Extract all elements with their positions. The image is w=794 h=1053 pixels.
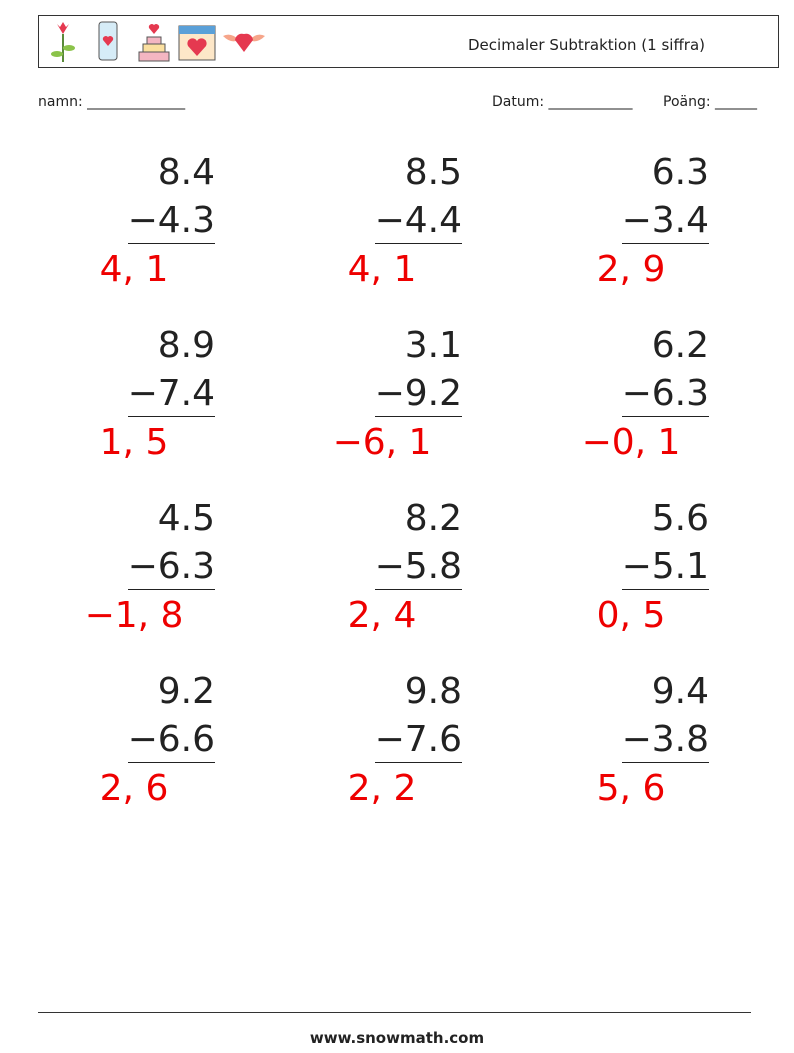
problem: 6.2 −6.3 [459, 328, 709, 498]
winged-heart-icon [223, 33, 265, 52]
subtrahend-text: −3.8 [621, 722, 709, 763]
header-box [38, 15, 779, 68]
calendar-icon [178, 25, 216, 61]
subtrahend: −5.8 [374, 549, 462, 590]
rose-icon [51, 22, 75, 62]
minuend: 9.4 [651, 671, 709, 712]
phone-icon [98, 21, 118, 61]
problem: 9.4 −3.8 [459, 674, 709, 844]
subtrahend-text: −4.4 [374, 203, 462, 244]
minuend: 8.5 [404, 152, 462, 193]
footer-rule [38, 1012, 751, 1013]
minuend: 4.5 [157, 498, 215, 539]
answer: 1, 5 [99, 422, 169, 463]
subtrahend: −6.6 [127, 722, 215, 763]
answer: 2, 2 [347, 768, 417, 809]
subtrahend-text: −6.6 [127, 722, 215, 763]
answer: −1, 8 [84, 595, 184, 636]
score-field: Poäng: ______ [663, 94, 758, 110]
subtrahend: −6.3 [621, 376, 709, 417]
minuend: 5.6 [651, 498, 709, 539]
answer: −6, 1 [332, 422, 432, 463]
subtrahend: −6.3 [127, 549, 215, 590]
minuend: 9.8 [404, 671, 462, 712]
subtrahend: −7.6 [374, 722, 462, 763]
problem: 5.6 −5.1 [459, 501, 709, 671]
subtrahend-text: −6.3 [621, 376, 709, 417]
problem: 9.8 −7.6 [212, 674, 462, 844]
problem: 3.1 −9.2 [212, 328, 462, 498]
header-icons [51, 21, 265, 62]
subtrahend: −4.3 [127, 203, 215, 244]
cake-icon [138, 24, 170, 62]
subtrahend-text: −7.6 [374, 722, 462, 763]
subtrahend-text: −7.4 [127, 376, 215, 417]
subtrahend: −3.8 [621, 722, 709, 763]
subtrahend-text: −6.3 [127, 549, 215, 590]
subtrahend-text: −3.4 [621, 203, 709, 244]
worksheet-title: Decimaler Subtraktion (1 siffra) [468, 36, 705, 54]
answer: 4, 1 [99, 249, 169, 290]
problem: 8.9 −7.4 [0, 328, 215, 498]
subtrahend-text: −9.2 [374, 376, 462, 417]
subtrahend: −3.4 [621, 203, 709, 244]
problem: 4.5 −6.3 [0, 501, 215, 671]
date-field: Datum: ____________ [492, 94, 633, 110]
problem: 8.2 −5.8 [212, 501, 462, 671]
answer: 2, 6 [99, 768, 169, 809]
footer-url: www.snowmath.com [309, 1029, 485, 1047]
name-field: namn: ______________ [38, 94, 186, 110]
problem: 6.3 −3.4 [459, 155, 709, 325]
answer: −0, 1 [581, 422, 681, 463]
subtrahend: −7.4 [127, 376, 215, 417]
subtrahend: −9.2 [374, 376, 462, 417]
problem: 8.5 −4.4 [212, 155, 462, 325]
minuend: 6.3 [651, 152, 709, 193]
minuend: 6.2 [651, 325, 709, 366]
problem: 9.2 −6.6 [0, 674, 215, 844]
minuend: 8.4 [157, 152, 215, 193]
minuend: 9.2 [157, 671, 215, 712]
subtrahend-text: −5.1 [621, 549, 709, 590]
answer: 4, 1 [347, 249, 417, 290]
minuend: 8.9 [157, 325, 215, 366]
answer: 5, 6 [596, 768, 666, 809]
answer: 2, 4 [347, 595, 417, 636]
problem: 8.4 −4.3 [0, 155, 215, 325]
subtrahend-text: −5.8 [374, 549, 462, 590]
answer: 2, 9 [596, 249, 666, 290]
subtrahend: −5.1 [621, 549, 709, 590]
subtrahend-text: −4.3 [127, 203, 215, 244]
minuend: 8.2 [404, 498, 462, 539]
minuend: 3.1 [404, 325, 462, 366]
subtrahend: −4.4 [374, 203, 462, 244]
answer: 0, 5 [596, 595, 666, 636]
